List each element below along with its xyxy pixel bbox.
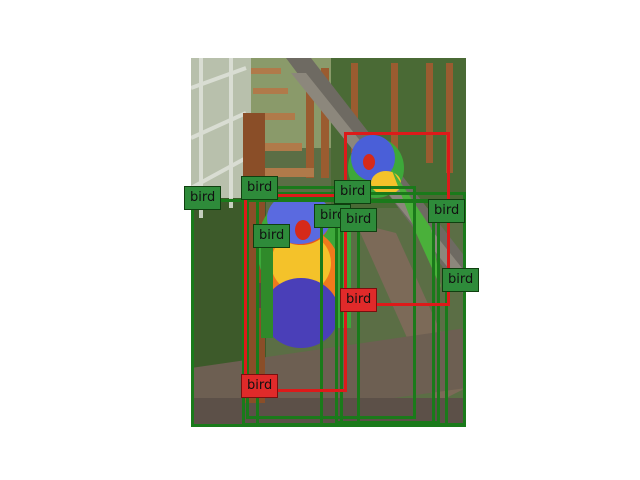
photo-render (191, 58, 466, 426)
parrot-photo (191, 58, 466, 426)
